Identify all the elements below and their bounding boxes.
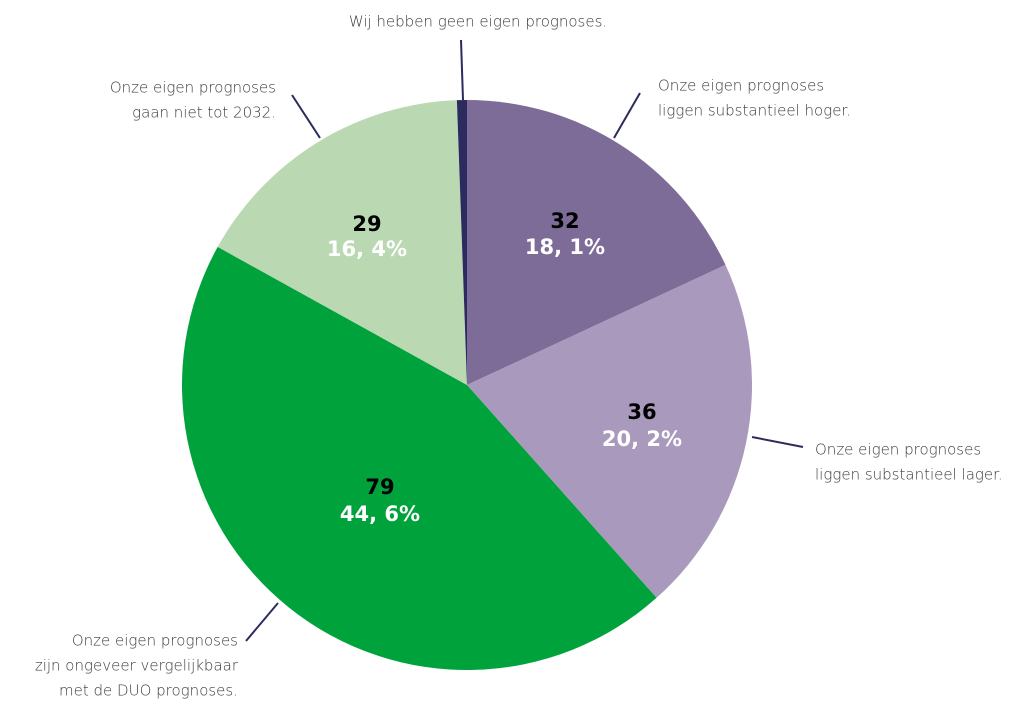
leader-line (245, 602, 279, 642)
pie-slice (217, 100, 467, 385)
leader-line (613, 92, 641, 139)
category-label: liggen substantieel hoger. (658, 102, 851, 120)
category-label: gaan niet tot 2032. (132, 104, 276, 122)
leader-line (291, 94, 321, 139)
count-label: 29 (352, 212, 381, 236)
category-label: Onze eigen prognoses (72, 632, 238, 650)
leader-line (751, 436, 804, 448)
count-label: 36 (627, 400, 656, 424)
leader-line (460, 39, 464, 101)
percent-label: 44, 6% (340, 502, 420, 526)
pie-slice (467, 264, 753, 598)
category-label: liggen substantieel lager. (815, 466, 1003, 484)
category-label: met de DUO prognoses. (59, 682, 238, 700)
pie-slice (467, 100, 726, 385)
category-label: zijn ongeveer vergelijkbaar (35, 657, 239, 675)
percent-label: 18, 1% (525, 235, 605, 259)
percent-label: 20, 2% (602, 427, 682, 451)
pie-slice (456, 100, 467, 385)
count-label: 32 (550, 209, 579, 233)
percent-label: 16, 4% (327, 237, 407, 261)
category-label: Onze eigen prognoses (110, 79, 276, 97)
count-label: 79 (365, 475, 394, 499)
pie-slice (181, 246, 657, 671)
category-label: Onze eigen prognoses (658, 77, 824, 95)
category-label: Wij hebben geen eigen prognoses. (349, 13, 607, 31)
category-label: Onze eigen prognoses (815, 441, 981, 459)
